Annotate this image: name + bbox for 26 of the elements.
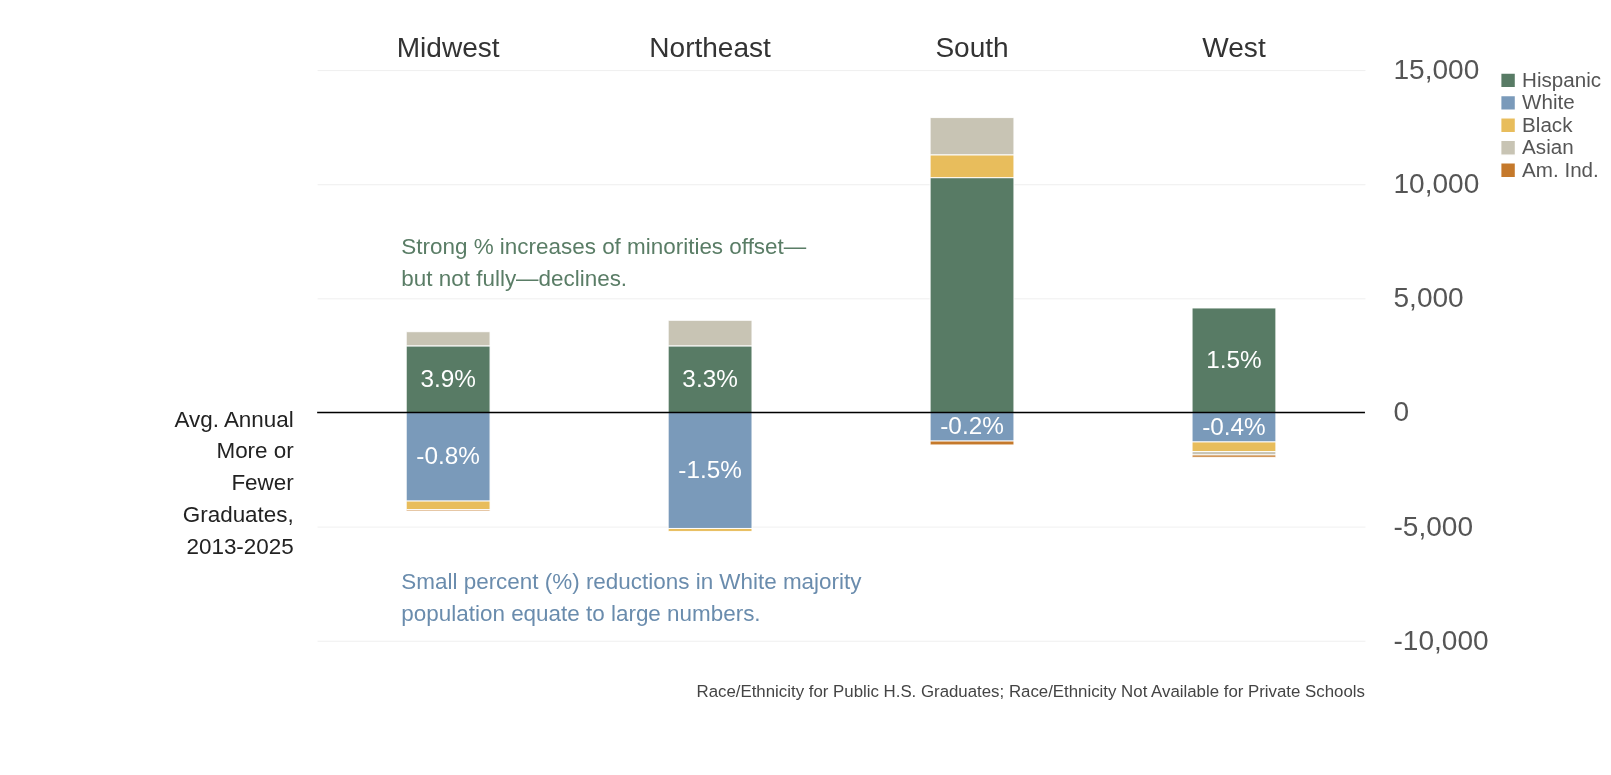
y-axis-title: Avg. Annual More or Fewer Graduates, 2013-2025 — [174, 406, 295, 559]
x-tick-label: West — [1202, 32, 1266, 64]
annotation: -0.4% — [1202, 412, 1266, 440]
annotation: 1.5% — [1206, 345, 1262, 373]
annotation: 3.9% — [420, 364, 476, 392]
text: Race/Ethnicity for Public H.S. Graduates; Race/Ethnicity Not Available for Private Schools — [696, 681, 1365, 701]
y-tick-label: 0 — [1393, 396, 1410, 428]
x-tick-label: South — [935, 32, 1009, 64]
y-tick-label: 5,000 — [1393, 282, 1464, 314]
annotation: -0.8% — [416, 442, 480, 470]
x-tick-label: Midwest — [396, 32, 500, 64]
annotation: 3.3% — [682, 364, 738, 392]
annotation: -0.2% — [940, 412, 1004, 440]
legend-label: Hispanic — [1522, 67, 1602, 91]
annotation: Small percent (%) reductions in White majority population equate to large numbers. — [401, 569, 863, 627]
y-tick-label: 15,000 — [1393, 54, 1480, 85]
x-tick-label: Northeast — [649, 32, 772, 64]
legend-label: Black — [1522, 112, 1574, 136]
y-tick-label: -5,000 — [1393, 510, 1474, 542]
y-tick-label: -10,000 — [1393, 624, 1489, 656]
y-tick-label: 10,000 — [1393, 168, 1480, 200]
annotation: -1.5% — [678, 455, 742, 483]
legend-label: Am. Ind. — [1522, 157, 1599, 181]
legend-label: Asian — [1522, 135, 1574, 159]
legend-label: White — [1522, 90, 1575, 114]
annotation: Strong % increases of minorities offset— but not fully—declines. — [401, 234, 807, 292]
